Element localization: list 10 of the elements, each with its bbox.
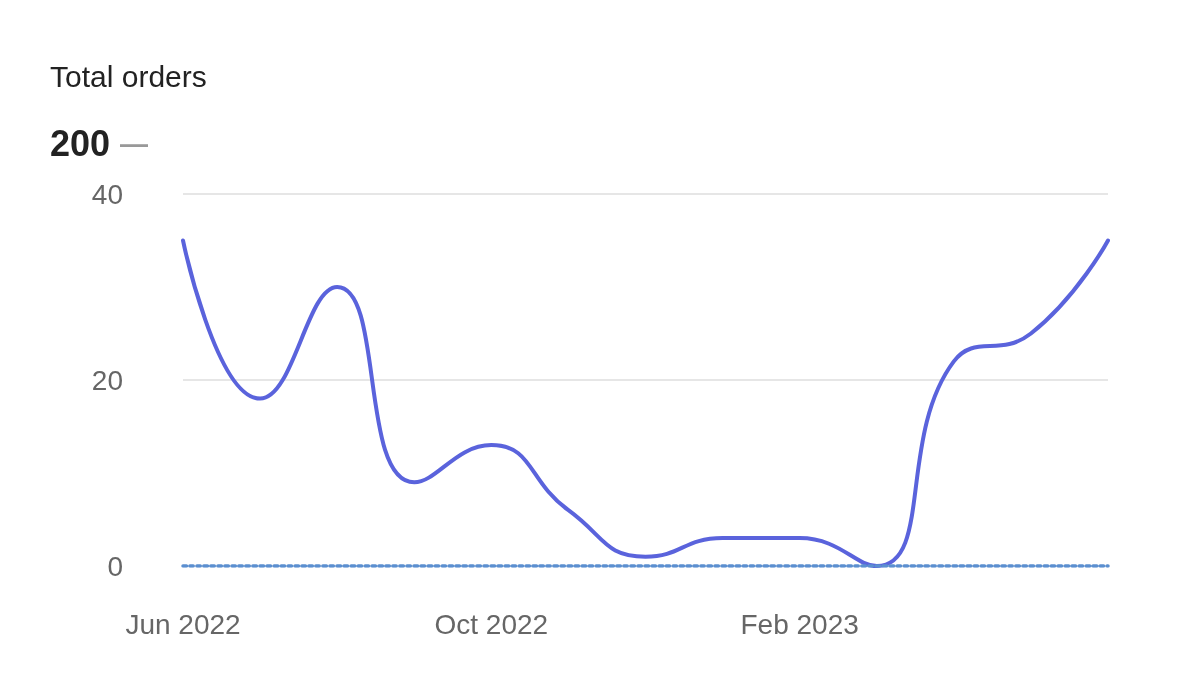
x-tick-label: Feb 2023 bbox=[740, 608, 859, 640]
x-tick-label: Oct 2022 bbox=[434, 608, 549, 640]
y-tick-label: 0 bbox=[107, 550, 123, 582]
y-tick-label: 40 bbox=[91, 178, 123, 210]
chart-subtitle: 200 bbox=[50, 122, 111, 164]
text: — bbox=[120, 127, 149, 159]
x-tick-label: Jun 2022 bbox=[125, 608, 241, 640]
chart-title: Total orders bbox=[50, 59, 207, 93]
line-series bbox=[181, 238, 1110, 568]
y-tick-label: 20 bbox=[91, 364, 123, 396]
